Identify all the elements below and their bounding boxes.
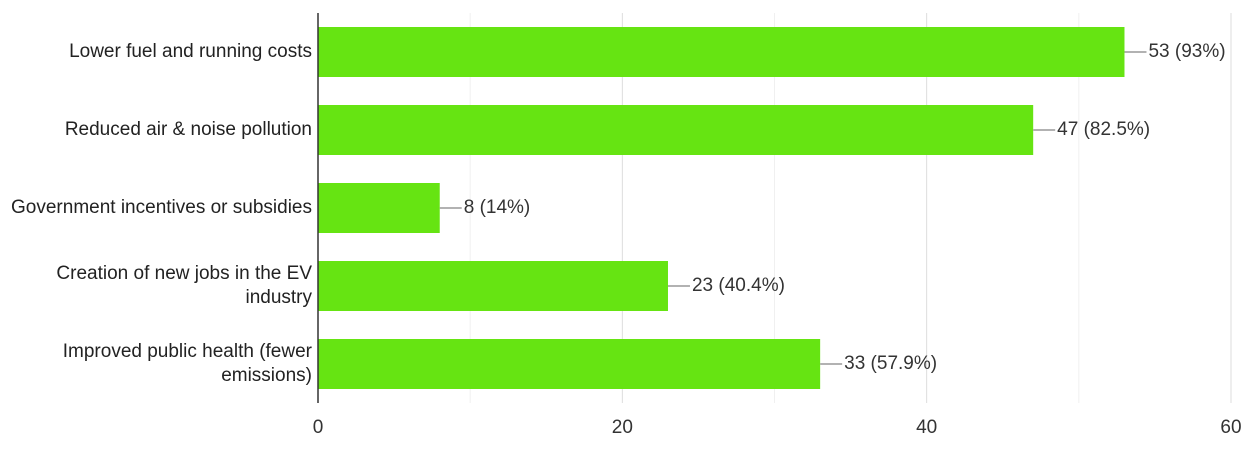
bar (318, 105, 1034, 155)
y-tick-label: Government incentives or subsidies (11, 197, 312, 218)
value-label: 23 (40.4%) (692, 275, 785, 296)
y-tick-label: Improved public health (fewer emissions) (62, 341, 312, 386)
x-tick-label: 60 (1220, 417, 1241, 438)
y-tick-label: Creation of new jobs in the EV industry (56, 263, 312, 308)
value-label: 53 (93%) (1148, 41, 1225, 62)
bar (318, 339, 821, 389)
bar (318, 183, 440, 233)
value-label: 33 (57.9%) (844, 353, 937, 374)
x-tick-label: 0 (313, 417, 324, 438)
y-tick-label: Reduced air & noise pollution (64, 119, 312, 140)
y-tick-label: Lower fuel and running costs (69, 41, 312, 62)
bar (318, 27, 1125, 77)
value-label: 8 (14%) (464, 197, 531, 218)
value-label: 47 (82.5%) (1057, 119, 1150, 140)
x-tick-label: 40 (916, 417, 937, 438)
x-tick-label: 20 (612, 417, 633, 438)
bar (318, 261, 668, 311)
